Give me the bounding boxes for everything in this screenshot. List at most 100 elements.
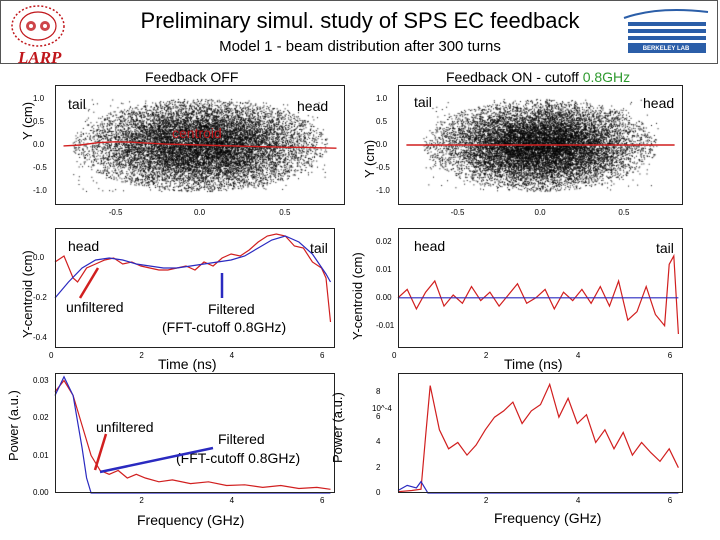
spectrum_off-ytick-1: 0.02: [33, 413, 49, 422]
berkeley-lab-logo: [623, 9, 709, 53]
berkeley-lab-logo-text: BERKELEY LAB: [642, 46, 690, 52]
centroid-on-head-label: head: [414, 238, 446, 254]
centroid-on-ylabel: Y-centroid (cm): [350, 252, 365, 340]
scatter_on-ytick-4: -1.0: [376, 186, 390, 196]
scatter_on-ytick-2: 0.0: [376, 140, 388, 149]
centroid_on-xtick-1: 2: [483, 351, 489, 360]
scatter_off-ytick-4: -1.0: [33, 186, 47, 196]
spectrum_on-ytick-2: 4: [376, 437, 381, 447]
centroid-off-filtered-label: Filtered: [208, 301, 255, 317]
centroid_on-ytick-2: 0.00: [376, 292, 392, 302]
centroid-off-xlabel: Time (ns): [158, 356, 217, 372]
spectrum-off-svg: [54, 375, 331, 494]
scatter-off-head-label: head: [297, 98, 329, 114]
scatter-off-centroid-label: centroid: [172, 125, 222, 141]
scatter_on-xtick-2: 0.5: [618, 208, 630, 217]
centroid-off-tail-label: tail: [310, 240, 328, 256]
scatter_off-xtick-1: 0.0: [194, 208, 206, 217]
slide-subtitle: Model 1 - beam distribution after 300 tu…: [219, 38, 501, 55]
centroid_on-ytick-3: -0.01: [376, 320, 395, 330]
centroid_on-ytick-1: 0.01: [376, 264, 392, 274]
scatter-off-plot: [55, 85, 345, 205]
centroid-on-plot: [397, 228, 683, 348]
spectrum_on-xtick-1: 4: [575, 496, 581, 505]
spectrum-on-plot: [397, 373, 683, 494]
centroid_off-ytick-0: 0.0: [33, 253, 45, 262]
centroid_off-series-filtered: [54, 235, 332, 299]
larp-logo-emblem: [11, 5, 65, 47]
spectrum_on-ytick-0: 8: [376, 386, 381, 396]
spectrum_off-series-unfiltered: [54, 379, 331, 490]
spectrum_on-xtick-2: 6: [667, 496, 673, 505]
scatter_off-ytick-2: 0.0: [33, 140, 45, 149]
scatter_on-xtick-0: -0.5: [450, 208, 465, 217]
centroid_off-xtick-3: 6: [319, 351, 325, 360]
scatter-on-head-label: head: [643, 95, 675, 111]
centroid-off-head-label: head: [68, 238, 100, 254]
centroid-off-filtered-cutoff-label: (FFT-cutoff 0.8GHz): [162, 319, 287, 335]
scatter-on-plot: [398, 85, 683, 205]
spectrum_off-ytick-3: 0.00: [33, 488, 49, 497]
scatter_on-ytick-3: -0.5: [376, 163, 390, 173]
spectrum-on-xlabel: Frequency (GHz): [494, 510, 602, 526]
spectrum_on-ytick-3: 2: [376, 462, 381, 472]
scatter_off-xtick-0: -0.5: [108, 208, 123, 217]
spectrum_on-xtick-0: 2: [483, 496, 489, 505]
scatter_off-ytick-1: 0.5: [33, 116, 45, 126]
scatter_off-ytick-0: 1.0: [33, 93, 45, 103]
scatter-on-ylabel: Y (cm): [362, 139, 377, 178]
centroid_off-series-unfiltered: [54, 233, 332, 323]
spectrum-off-xlabel: Frequency (GHz): [137, 512, 245, 528]
centroid-on-tail-label: tail: [656, 240, 674, 256]
centroid_on-xtick-0: 0: [392, 351, 397, 360]
spectrum_off-series-filtered: [54, 375, 331, 494]
scatter_off-ytick-3: -0.5: [33, 163, 47, 173]
spectrum_off-ytick-2: 0.01: [33, 450, 49, 460]
scatter_off-xtick-2: 0.5: [279, 208, 291, 217]
slide-title: Preliminary simul. study of SPS EC feedb…: [140, 8, 580, 33]
scatter_on-xtick-1: 0.0: [534, 208, 546, 217]
centroid_off-xtick-1: 2: [139, 351, 144, 360]
spectrum-off-filtered-label: Filtered: [218, 431, 265, 447]
scatter_on-ytick-0: 1.0: [376, 93, 388, 103]
scatter-off-tail-label: tail: [68, 96, 86, 112]
scatter-off-centroid-svg: [63, 141, 337, 149]
feedback-off-title: Feedback OFF: [145, 69, 239, 85]
spectrum_on-ytick-1: 6: [376, 412, 381, 422]
spectrum_on-ytick-4: 0: [376, 488, 381, 497]
feedback-on-cutoff: 0.8GHz: [582, 69, 631, 85]
spectrum_off-xtick-0: 2: [139, 496, 144, 505]
spectrum-off-unfiltered-label: unfiltered: [96, 419, 154, 435]
feedback-on-title-text: Feedback ON - cutoff: [446, 69, 579, 85]
feedback-on-title: Feedback ON - cutoff 0.8GHz: [446, 69, 630, 85]
spectrum_off-xtick-2: 6: [319, 496, 325, 505]
centroid-off-plot: [54, 228, 335, 348]
spectrum-off-filtered-cutoff-label: (FFT-cutoff 0.8GHz): [176, 450, 301, 466]
spectrum-on-svg: [397, 382, 679, 494]
spectrum-on-yscale-label: 10^-4: [372, 404, 392, 413]
spectrum_on-series-unfiltered: [397, 382, 679, 493]
spectrum-on-ylabel: Power (a.u.): [330, 392, 345, 463]
header-box: [0, 0, 718, 64]
centroid-on-xlabel: Time (ns): [504, 356, 563, 372]
scatter_off-series-centroid: [63, 141, 337, 149]
centroid_off-xtick-0: 0: [49, 351, 54, 360]
spectrum-off-ylabel: Power (a.u.): [6, 390, 21, 461]
centroid-off-svg: [54, 233, 332, 323]
centroid_on-xtick-3: 6: [667, 351, 673, 360]
centroid-off-unfiltered-label: unfiltered: [66, 299, 124, 315]
scatter-on-centroid-svg: [406, 144, 675, 146]
larp-logo-text: LARP: [18, 48, 62, 67]
centroid_off-ytick-2: -0.4: [33, 333, 47, 342]
spectrum_on-series-filtered: [397, 480, 679, 494]
centroid-on-svg: [397, 253, 679, 335]
scatter_on-ytick-1: 0.5: [376, 116, 388, 126]
spectrum_off-ytick-0: 0.03: [33, 375, 49, 385]
spectrum_off-xtick-1: 4: [229, 496, 235, 505]
centroid_on-ytick-0: 0.02: [376, 236, 392, 246]
centroid_off-xtick-2: 4: [229, 351, 235, 360]
centroid_on-series-unfiltered: [397, 253, 679, 335]
centroid_off-ytick-1: -0.2: [33, 293, 47, 302]
centroid_on-xtick-2: 4: [575, 351, 581, 360]
scatter-on-tail-label: tail: [414, 94, 432, 110]
